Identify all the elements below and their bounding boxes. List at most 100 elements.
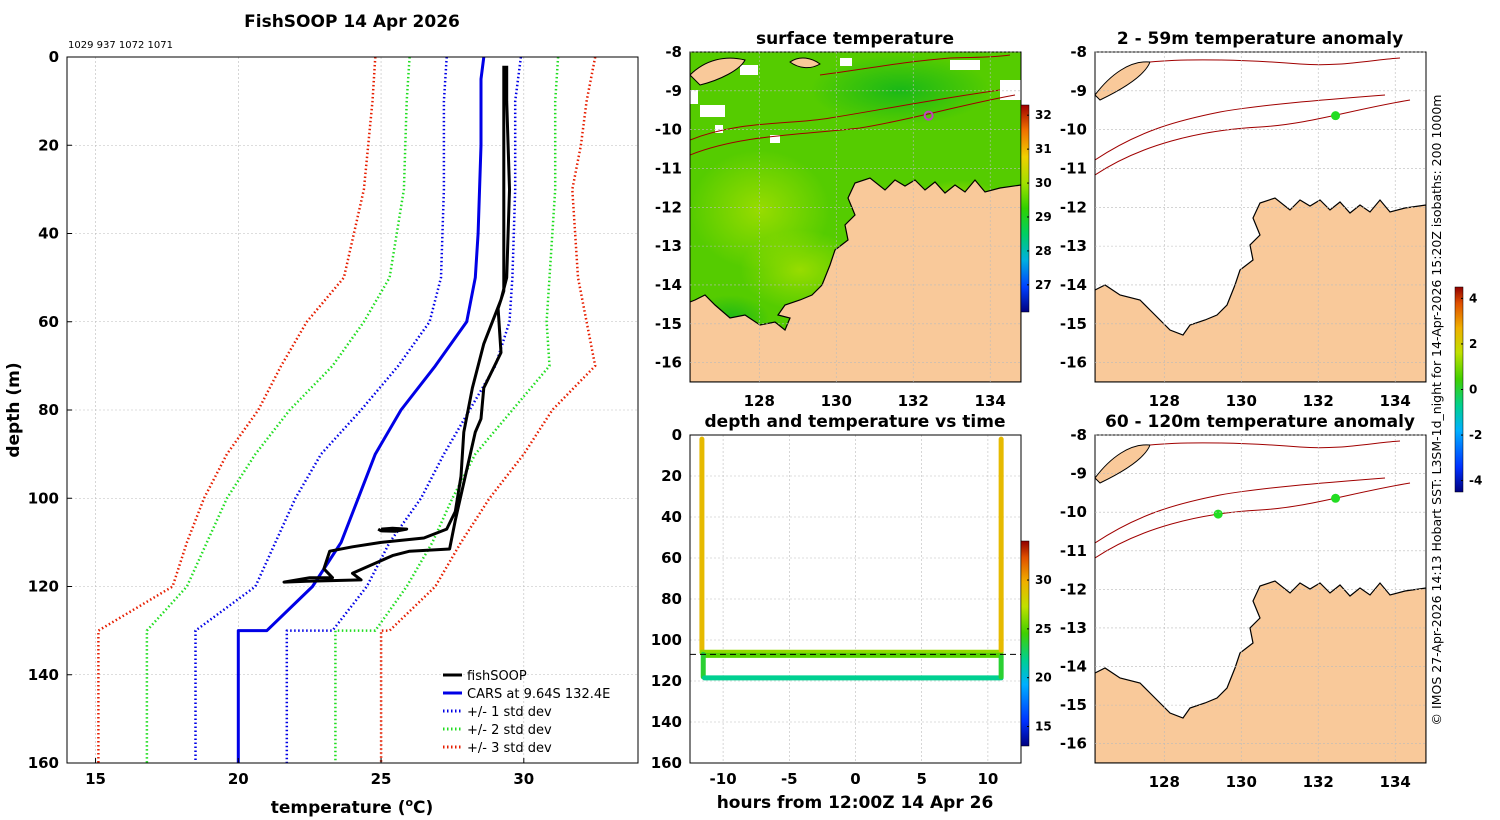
map-ytick-label: -14 xyxy=(1060,276,1087,294)
map-ytick-label: -8 xyxy=(1070,426,1087,444)
timeseries-panel: depth and temperature vs time -10 -5 0 5 100… xyxy=(651,412,1052,813)
profile-xtick-label: 15 xyxy=(85,770,106,788)
map-ytick-label: -14 xyxy=(1060,658,1087,676)
timeseries-colorbar xyxy=(1020,540,1030,747)
anomaly2-isobath-1000 xyxy=(1095,477,1386,544)
profile-series--2-std-dev xyxy=(145,57,411,763)
timeseries-xtick-label: -10 xyxy=(710,770,737,788)
anomaly-point xyxy=(1331,493,1341,503)
anomaly1-panel: 2 - 59m temperature anomaly 128 130 132 134… xyxy=(1060,29,1427,410)
profile-ytick-label: 20 xyxy=(38,136,59,154)
anomaly-colorbar-group: -4 -2 0 2 4 xyxy=(1454,286,1482,493)
anomaly2-isobath-200 xyxy=(1095,482,1411,559)
map-ytick-label: -13 xyxy=(1060,619,1087,637)
timeseries-ytick-label: 0 xyxy=(672,426,682,444)
colorbar-tick-label: 20 xyxy=(1035,671,1052,685)
map-xtick-label: 128 xyxy=(1149,773,1180,791)
map-ytick-label: -15 xyxy=(1060,315,1087,333)
timeseries-series xyxy=(690,436,1021,681)
legend-label-fishsoop: fishSOOP xyxy=(467,669,527,684)
map-ytick-label: -12 xyxy=(1060,198,1087,216)
map-xtick-label: 132 xyxy=(1303,773,1334,791)
colorbar-tick-label: 0 xyxy=(1469,383,1477,397)
timeseries-ytick-label: 160 xyxy=(651,754,682,772)
timeseries-ytick-label: 80 xyxy=(661,590,682,608)
anomaly-colorbar-ticks: -4 -2 0 2 4 xyxy=(1461,291,1482,488)
sst-land-australia xyxy=(690,177,1021,382)
anomaly1-map xyxy=(1095,52,1426,382)
anomaly1-title: 2 - 59m temperature anomaly xyxy=(1117,29,1403,49)
profile-series--1-std-dev xyxy=(285,57,523,763)
map-ytick-label: -11 xyxy=(1060,542,1087,560)
profile-ticks: 15 20 25 30 0 20 40 60 80 100 120 140 160 xyxy=(28,48,535,788)
colorbar-tick-label: -2 xyxy=(1469,428,1482,442)
map-ytick-label: -8 xyxy=(1070,43,1087,61)
anomaly1-points xyxy=(1331,111,1341,121)
sst-panel: surface temperature 128 130 132 134-8-9-10- xyxy=(655,29,1052,410)
anomaly2-points xyxy=(1213,493,1341,519)
anomaly-point xyxy=(1213,509,1223,519)
anomaly1-land-australia xyxy=(1095,197,1426,382)
sst-isobath-200 xyxy=(690,94,1016,156)
map-ytick-label: -9 xyxy=(1070,465,1087,483)
timeseries-ytick-label: 40 xyxy=(661,508,682,526)
anomaly2-isobath-north xyxy=(1149,440,1401,449)
legend-label-cars: CARS at 9.64S 132.4E xyxy=(467,687,610,702)
timeseries-xtick-label: 5 xyxy=(916,770,926,788)
side-credit-text: © IMOS 27-Apr-2026 14:13 Hobart SST: L3S… xyxy=(1429,95,1444,726)
map-xtick-label: 134 xyxy=(1380,773,1411,791)
profile-ytick-label: 40 xyxy=(38,225,59,243)
profile-subtitle: 1029 937 1072 1071 xyxy=(68,40,173,51)
colorbar-tick-label: 31 xyxy=(1035,142,1052,156)
map-xtick-label: 130 xyxy=(821,392,852,410)
sst-site-marker xyxy=(923,110,934,121)
profile-ytick-label: 80 xyxy=(38,401,59,419)
profile-ytick-label: 140 xyxy=(28,666,59,684)
profile-ytick-label: 160 xyxy=(28,754,59,772)
colorbar-tick-label: 32 xyxy=(1035,108,1052,122)
legend-label-std2: +/- 2 std dev xyxy=(467,723,552,738)
sst-ticks: 128 130 132 134 -8 -9 -10 -11 -12 -13 -14 -15 -16 xyxy=(655,43,1021,410)
map-ytick-label: -13 xyxy=(1060,237,1087,255)
colorbar-tick-label: -4 xyxy=(1469,474,1482,488)
profile-xtick-label: 30 xyxy=(513,770,534,788)
profile-ytick-label: 120 xyxy=(28,578,59,596)
timeseries-ytick-label: 140 xyxy=(651,713,682,731)
map-xtick-label: 134 xyxy=(1380,392,1411,410)
map-ytick-label: -11 xyxy=(655,159,682,177)
legend-label-std1: +/- 1 std dev xyxy=(467,705,552,720)
profile-ytick-label: 100 xyxy=(28,489,59,507)
profile-series--1-std-dev xyxy=(194,57,448,763)
map-ytick-label: -13 xyxy=(655,237,682,255)
map-xtick-label: 128 xyxy=(1149,392,1180,410)
map-ytick-label: -15 xyxy=(655,315,682,333)
profile-series-cars-at-9-64s-132-4e xyxy=(236,57,486,763)
map-ytick-label: -9 xyxy=(665,82,682,100)
map-ytick-label: -10 xyxy=(1060,121,1087,139)
anomaly1-ticks: 128 130 132 134 -8 -9 -10 -11 -12 -13 -14 -15 -16 xyxy=(1060,43,1426,410)
map-ytick-label: -10 xyxy=(655,121,682,139)
anomaly2-ticks: 128 130 132 134 -8 -9 -10 -11 -12 -13 -14 -15 -16 xyxy=(1060,426,1426,791)
anomaly1-land-timor xyxy=(1095,61,1151,101)
sst-land-timor xyxy=(690,57,746,86)
timeseries-colorbar-ticks: 15 20 25 30 xyxy=(1027,573,1052,733)
profile-series-fishsoop xyxy=(282,65,511,584)
map-ytick-label: -12 xyxy=(655,198,682,216)
anomaly1-isobath-1000 xyxy=(1095,94,1386,161)
anomaly2-land-australia xyxy=(1095,580,1426,763)
map-ytick-label: -16 xyxy=(1060,354,1087,372)
anomaly-point xyxy=(1331,111,1341,121)
timeseries-ytick-label: 60 xyxy=(661,549,682,567)
timeseries-grid xyxy=(690,434,1021,764)
colorbar-tick-label: 30 xyxy=(1035,573,1052,587)
sst-land-island xyxy=(789,57,821,69)
timeseries-ytick-label: 20 xyxy=(661,467,682,485)
map-ytick-label: -11 xyxy=(1060,159,1087,177)
map-xtick-label: 130 xyxy=(1226,392,1257,410)
profile-ytick-label: 60 xyxy=(38,313,59,331)
colorbar-tick-label: 25 xyxy=(1035,622,1052,636)
colorbar-tick-label: 29 xyxy=(1035,210,1052,224)
anomaly2-panel: 60 - 120m temperature anomaly 128 130 132 1… xyxy=(1060,412,1427,791)
